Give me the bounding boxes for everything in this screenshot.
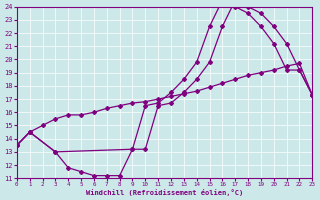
X-axis label: Windchill (Refroidissement éolien,°C): Windchill (Refroidissement éolien,°C) [86, 189, 243, 196]
